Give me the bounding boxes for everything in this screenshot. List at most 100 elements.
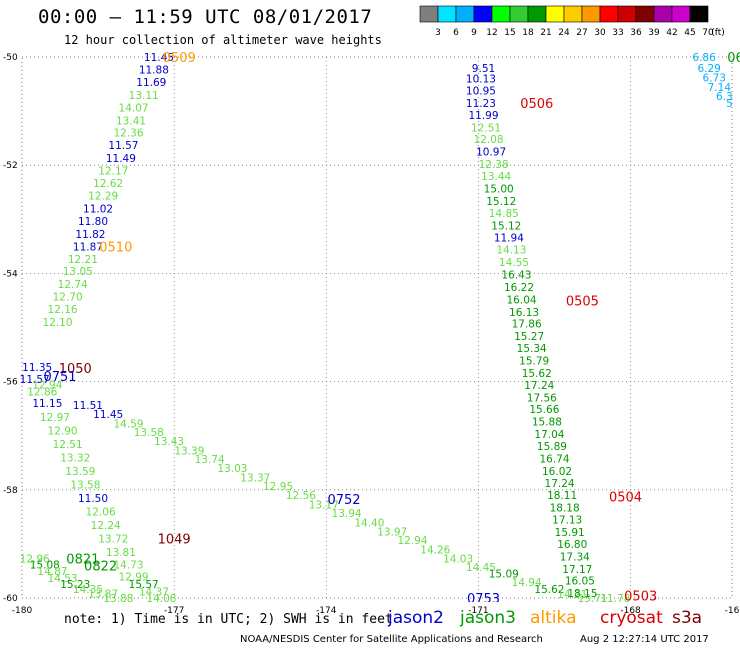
wave-height-label: 13.41 (116, 115, 146, 127)
wave-height-label: 11.45 (93, 409, 123, 421)
y-tick-label: -56 (3, 378, 18, 388)
wave-height-label: 13.87 (88, 589, 118, 601)
x-tick-label: -168 (620, 606, 641, 616)
wave-height-label: 15.23 (60, 579, 90, 591)
wave-height-label: 12.10 (42, 317, 72, 329)
wave-height-label: 9.51 (472, 63, 495, 75)
wave-height-label: 5 (726, 98, 733, 110)
wave-height-label: 17.34 (560, 551, 590, 563)
legend-tick-label: 45 (684, 28, 695, 38)
wave-height-label: 14.94 (512, 577, 542, 589)
pass-time-label: 0753 (467, 592, 500, 607)
legend-tick-label: 3 (435, 28, 441, 38)
wave-height-label: 14.40 (354, 517, 384, 529)
wave-height-label: 15.79 (519, 356, 549, 368)
legend-tick-label: 24 (558, 28, 570, 38)
wave-height-label: 14.08 (146, 593, 176, 605)
wave-height-label: 17.56 (527, 392, 557, 404)
wave-height-label: 11.87 (73, 241, 103, 253)
legend-tick-label: 18 (522, 28, 534, 38)
wave-height-label: 11.57 (20, 374, 50, 386)
wave-height-label: 13.58 (134, 427, 164, 439)
mission-jason3: jason3 (460, 608, 516, 628)
wave-height-label: 15.12 (486, 196, 516, 208)
wave-height-label: 14.53 (48, 573, 78, 585)
wave-height-label: 11.45 (144, 52, 174, 64)
wave-height-label: 12.06 (86, 506, 116, 518)
wave-height-label: 6.29 (697, 63, 720, 75)
wave-height-label: 10.95 (466, 86, 496, 98)
pass-time-label: 1050 (59, 362, 92, 377)
wave-height-label: 6.3 (716, 91, 733, 103)
pass-time-label: 0752 (327, 493, 360, 508)
legend-unit: (ft) (711, 28, 725, 38)
wave-height-label: 12.51 (53, 439, 83, 451)
wave-height-label: 13.71 (578, 593, 608, 605)
wave-height-label: 16.02 (542, 466, 572, 478)
wave-height-label: 7.14 (708, 82, 732, 94)
wave-height-label: 16.22 (504, 282, 534, 294)
wave-height-label: 13.39 (174, 445, 204, 457)
wave-height-label: 17.13 (552, 515, 582, 527)
color-legend: 3 6 9 12 15 18 21 24 27 30 33 36 39 42 45 70(ft) (419, 5, 725, 38)
wave-height-label: 13.11 (129, 90, 159, 102)
wave-height-label: 11.99 (468, 110, 498, 122)
wave-height-label: 13.37 (240, 472, 270, 484)
pass-time-label: 0504 (609, 490, 642, 505)
wave-height-label: 13.32 (60, 452, 90, 464)
wave-height-label: 12.94 (32, 379, 62, 391)
wave-height-label: 14.55 (499, 257, 529, 269)
wave-height-label: 12.17 (98, 166, 128, 178)
pass-time-label: 0506 (520, 97, 553, 112)
legend-tick-label: 21 (540, 28, 551, 38)
wave-height-label: 15.89 (537, 441, 567, 453)
wave-height-label: 14.73 (113, 559, 143, 571)
wave-height-label: 13.81 (106, 547, 136, 559)
mission-cryosat: cryosat (600, 608, 663, 628)
wave-height-label: 14.35 (73, 584, 103, 596)
wave-height-label: 12.38 (479, 159, 509, 171)
wave-height-label: 11.57 (108, 140, 138, 152)
legend-tick-label: 27 (576, 28, 587, 38)
wave-height-label: 13.03 (217, 463, 247, 475)
wave-height-label: 13.88 (103, 593, 133, 605)
wave-height-label: 6.73 (703, 73, 726, 85)
wave-height-label: 12.74 (58, 279, 88, 291)
legend-tick-label: 12 (486, 28, 497, 38)
pass-time-label: 0751 (43, 370, 76, 385)
wave-height-label: 12.08 (474, 134, 504, 146)
pass-time-label: 0822 (84, 560, 117, 575)
wave-height-label: 13.59 (65, 466, 95, 478)
wave-height-label: 11.88 (139, 64, 169, 76)
wave-height-label: 15.88 (532, 417, 562, 429)
wave-height-label: 14.26 (420, 544, 450, 556)
chart-title: 00:00 – 11:59 UTC 08/01/2017 (38, 6, 373, 28)
legend-tick-label: 39 (648, 28, 660, 38)
wave-height-label: 15.09 (489, 569, 519, 581)
wave-height-label: 12.24 (91, 520, 121, 532)
wave-height-label: 16.74 (539, 453, 569, 465)
wave-height-label: 10.97 (476, 147, 506, 159)
wave-height-label: 18.11 (547, 490, 577, 502)
wave-height-label: 16.43 (501, 269, 531, 281)
wave-height-label: 13.74 (195, 454, 225, 466)
wave-height-label: 14.59 (113, 418, 143, 430)
pass-time-label: 0510 (99, 240, 132, 255)
wave-height-label: 12.90 (48, 425, 78, 437)
wave-height-label: 11.02 (83, 203, 113, 215)
wave-height-label: 12.99 (119, 571, 149, 583)
wave-height-label: 13.43 (154, 436, 184, 448)
wave-height-label: 15.00 (484, 183, 514, 195)
wave-height-label: 11.23 (466, 98, 496, 110)
legend-tick-label: 70 (702, 28, 714, 38)
wave-height-label: 14.03 (443, 554, 473, 566)
legend-tick-label: 9 (471, 28, 477, 38)
pass-time-label: 062 (727, 51, 740, 66)
legend-tick-label: 15 (504, 28, 515, 38)
wave-height-label: 14.45 (466, 562, 496, 574)
legend-tick-label: 36 (630, 28, 642, 38)
y-tick-label: -52 (3, 161, 18, 171)
chart-subtitle: 12 hour collection of altimeter wave hei… (64, 33, 382, 47)
mission-altika: altika (530, 608, 577, 628)
wave-height-label: 14.87 (37, 566, 67, 578)
